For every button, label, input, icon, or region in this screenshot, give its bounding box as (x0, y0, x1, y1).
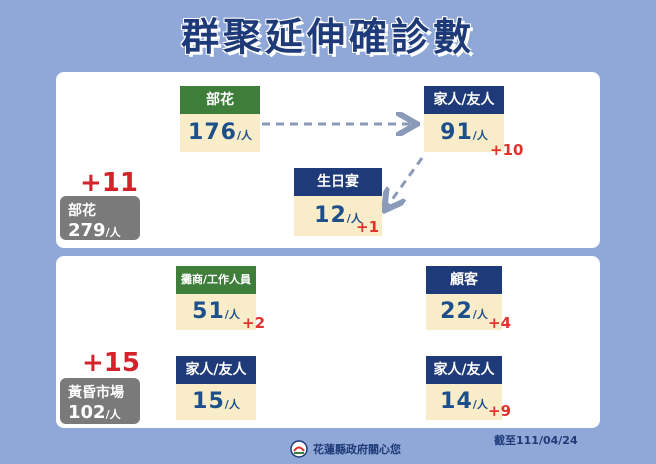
node-vendors-increase: +2 (242, 314, 266, 332)
node-customer-family: 家人/友人 14/人 (426, 356, 502, 420)
node-family-label: 家人/友人 (424, 86, 504, 114)
cluster2-summary-total: 102 (68, 402, 106, 423)
node-source-label: 部花 (180, 86, 260, 114)
cluster2-increase: +15 (82, 348, 140, 378)
node-family-unit: /人 (472, 129, 488, 142)
node-source-value: 176 (188, 120, 237, 145)
cluster-panel-2 (56, 256, 600, 428)
page-title: 群聚延伸確診數 (180, 15, 475, 59)
node-vendor-family: 家人/友人 15/人 (176, 356, 256, 420)
node-customer-family-value: 14 (440, 389, 473, 414)
cluster1-summary-total: 279 (68, 220, 106, 241)
cluster1-summary: 部花 279/人 (60, 196, 140, 241)
cluster2-summary-unit: /人 (105, 408, 121, 421)
node-customers-unit: /人 (472, 308, 488, 321)
node-customer-family-label: 家人/友人 (426, 356, 502, 384)
node-vendors-value: 51 (192, 299, 225, 324)
cluster1-summary-unit: /人 (105, 226, 121, 239)
as-of-date: 截至111/04/24 (494, 434, 578, 447)
arrow-family-to-birthday (386, 157, 424, 208)
node-family: 家人/友人 91/人 (424, 86, 504, 152)
node-birthday-unit: /人 (346, 212, 362, 225)
node-birthday-increase: +1 (356, 218, 380, 236)
node-customer-family-increase: +9 (488, 402, 512, 420)
cluster1-increase: +11 (80, 168, 138, 198)
node-vendor-family-label: 家人/友人 (176, 356, 256, 384)
node-customers-label: 顧客 (426, 266, 502, 294)
node-family-value: 91 (440, 120, 473, 145)
node-vendor-family-unit: /人 (224, 398, 240, 411)
node-birthday-label: 生日宴 (294, 168, 382, 196)
node-customers-value: 22 (440, 299, 473, 324)
node-customers: 顧客 22/人 (426, 266, 502, 330)
node-vendor-family-value: 15 (192, 389, 225, 414)
county-logo-icon (290, 440, 308, 458)
node-birthday-value: 12 (314, 203, 347, 228)
cluster2-summary: 黃昏市場 102/人 (60, 378, 140, 424)
node-birthday: 生日宴 12/人 (294, 168, 382, 236)
node-source: 部花 176/人 (180, 86, 260, 152)
node-vendors: 攤商/工作人員 51/人 (176, 266, 256, 330)
node-customer-family-unit: /人 (472, 398, 488, 411)
node-family-increase: +10 (490, 141, 524, 159)
node-vendors-unit: /人 (224, 308, 240, 321)
cluster1-summary-label: 部花 (68, 203, 96, 219)
footer: 花蓮縣政府關心您 (290, 440, 401, 458)
footer-text: 花蓮縣政府關心您 (313, 443, 401, 456)
cluster2-summary-label: 黃昏市場 (68, 385, 124, 401)
node-vendors-label: 攤商/工作人員 (176, 266, 256, 294)
node-source-unit: /人 (236, 129, 252, 142)
node-customers-increase: +4 (488, 314, 512, 332)
